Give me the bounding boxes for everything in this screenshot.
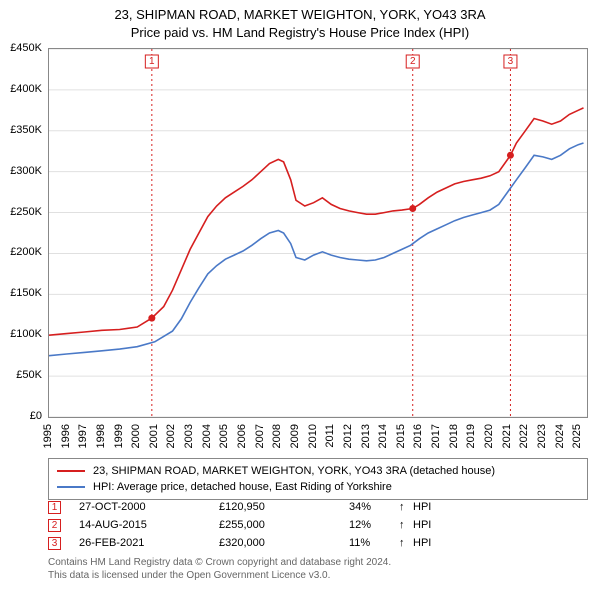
x-tick-label: 2017 xyxy=(430,424,442,448)
legend-item: 23, SHIPMAN ROAD, MARKET WEIGHTON, YORK,… xyxy=(57,463,579,479)
svg-text:1: 1 xyxy=(149,56,155,67)
x-tick-label: 2021 xyxy=(501,424,513,448)
x-tick-label: 2009 xyxy=(289,424,301,448)
x-tick-label: 2024 xyxy=(554,424,566,448)
legend-item: HPI: Average price, detached house, East… xyxy=(57,479,579,495)
event-table: 127-OCT-2000£120,95034%↑HPI214-AUG-2015£… xyxy=(48,498,588,552)
legend-swatch xyxy=(57,470,85,472)
x-axis-labels: 1995199619971998199920002001200220032004… xyxy=(48,420,588,456)
event-date: 27-OCT-2000 xyxy=(79,501,219,513)
x-tick-label: 2008 xyxy=(271,424,283,448)
y-tick-label: £300K xyxy=(10,165,42,177)
x-tick-label: 2022 xyxy=(518,424,530,448)
event-marker: 1 xyxy=(48,501,61,514)
chart-svg: 1 2 3 xyxy=(49,49,587,417)
event-price: £255,000 xyxy=(219,519,349,531)
chart-legend: 23, SHIPMAN ROAD, MARKET WEIGHTON, YORK,… xyxy=(48,458,588,500)
x-tick-label: 2020 xyxy=(483,424,495,448)
y-axis-labels: £0£50K£100K£150K£200K£250K£300K£350K£400… xyxy=(0,48,46,418)
x-tick-label: 2012 xyxy=(342,424,354,448)
x-tick-label: 2015 xyxy=(395,424,407,448)
event-pct: 11% xyxy=(349,537,399,549)
x-tick-label: 2006 xyxy=(236,424,248,448)
legend-label: 23, SHIPMAN ROAD, MARKET WEIGHTON, YORK,… xyxy=(93,465,495,477)
x-tick-label: 2023 xyxy=(536,424,548,448)
x-tick-label: 2018 xyxy=(448,424,460,448)
title-line-2: Price paid vs. HM Land Registry's House … xyxy=(0,24,600,42)
y-tick-label: £50K xyxy=(16,369,42,381)
y-tick-label: £350K xyxy=(10,124,42,136)
x-tick-label: 2001 xyxy=(148,424,160,448)
event-marker: 3 xyxy=(48,537,61,550)
event-date: 26-FEB-2021 xyxy=(79,537,219,549)
y-tick-label: £400K xyxy=(10,83,42,95)
event-price: £120,950 xyxy=(219,501,349,513)
x-tick-label: 2014 xyxy=(377,424,389,448)
chart-plot-area: 1 2 3 xyxy=(48,48,588,418)
y-tick-label: £200K xyxy=(10,246,42,258)
y-tick-label: £450K xyxy=(10,42,42,54)
x-tick-label: 1997 xyxy=(77,424,89,448)
event-ref: HPI xyxy=(413,501,431,513)
x-tick-label: 2010 xyxy=(307,424,319,448)
x-tick-label: 2016 xyxy=(412,424,424,448)
title-line-1: 23, SHIPMAN ROAD, MARKET WEIGHTON, YORK,… xyxy=(0,6,600,24)
x-tick-label: 2007 xyxy=(254,424,266,448)
x-tick-label: 2011 xyxy=(324,424,336,448)
x-tick-label: 2025 xyxy=(571,424,583,448)
svg-text:2: 2 xyxy=(410,56,416,67)
event-date: 14-AUG-2015 xyxy=(79,519,219,531)
y-tick-label: £250K xyxy=(10,206,42,218)
x-tick-label: 1996 xyxy=(60,424,72,448)
footer-line-1: Contains HM Land Registry data © Crown c… xyxy=(48,556,588,569)
y-tick-label: £150K xyxy=(10,287,42,299)
event-pct: 34% xyxy=(349,501,399,513)
x-tick-label: 1998 xyxy=(95,424,107,448)
legend-swatch xyxy=(57,486,85,488)
event-row: 1 27-OCT-2000£120,95034%↑HPI xyxy=(48,498,588,516)
arrow-up-icon: ↑ xyxy=(399,519,413,531)
x-tick-label: 2005 xyxy=(218,424,230,448)
event-row: 3 26-FEB-2021£320,00011%↑HPI xyxy=(48,534,588,552)
event-row: 2 14-AUG-2015£255,00012%↑HPI xyxy=(48,516,588,534)
event-marker: 2 xyxy=(48,519,61,532)
y-tick-label: £0 xyxy=(30,410,42,422)
x-tick-label: 2013 xyxy=(360,424,372,448)
y-tick-label: £100K xyxy=(10,328,42,340)
arrow-up-icon: ↑ xyxy=(399,501,413,513)
x-tick-label: 2004 xyxy=(201,424,213,448)
svg-text:3: 3 xyxy=(508,56,514,67)
arrow-up-icon: ↑ xyxy=(399,537,413,549)
footer-line-2: This data is licensed under the Open Gov… xyxy=(48,569,588,582)
x-tick-label: 2000 xyxy=(130,424,142,448)
event-price: £320,000 xyxy=(219,537,349,549)
x-tick-label: 2003 xyxy=(183,424,195,448)
event-ref: HPI xyxy=(413,519,431,531)
x-tick-label: 2002 xyxy=(165,424,177,448)
x-tick-label: 1995 xyxy=(42,424,54,448)
x-tick-label: 1999 xyxy=(113,424,125,448)
legend-label: HPI: Average price, detached house, East… xyxy=(93,481,392,493)
event-ref: HPI xyxy=(413,537,431,549)
chart-title-block: 23, SHIPMAN ROAD, MARKET WEIGHTON, YORK,… xyxy=(0,0,600,41)
x-tick-label: 2019 xyxy=(465,424,477,448)
event-pct: 12% xyxy=(349,519,399,531)
footer: Contains HM Land Registry data © Crown c… xyxy=(48,556,588,582)
